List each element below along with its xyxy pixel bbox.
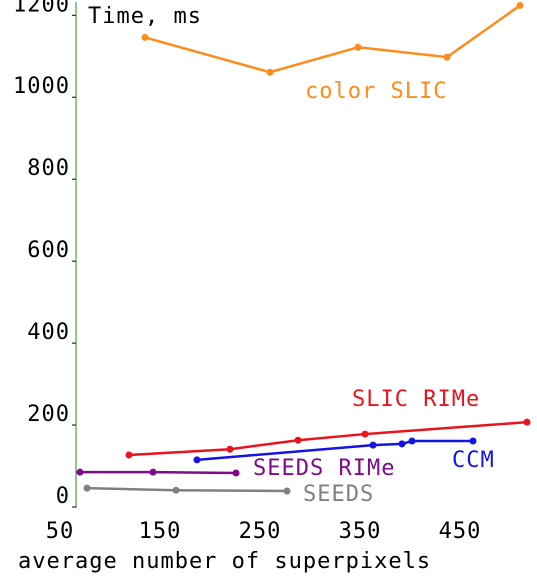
- data-point: [516, 1, 524, 9]
- data-point: [283, 487, 291, 495]
- series-label: SEEDS: [303, 482, 374, 507]
- data-point: [398, 440, 406, 448]
- data-point: [125, 451, 133, 459]
- x-tick-label: 150: [139, 519, 182, 544]
- series-line: [86, 486, 288, 493]
- x-tick-label: 50: [46, 519, 75, 544]
- y-tick-label: 1200: [13, 0, 70, 17]
- y-tick-label: 400: [27, 320, 70, 345]
- x-axis-title: average number of superpixels: [18, 549, 431, 574]
- data-point: [408, 437, 416, 445]
- data-point: [354, 43, 362, 51]
- data-point: [469, 437, 477, 445]
- y-tick-label: 0: [56, 484, 70, 509]
- data-point: [76, 468, 84, 476]
- data-point: [523, 418, 531, 426]
- y-tick-label: 1000: [13, 74, 70, 99]
- x-tick-label: 250: [239, 519, 282, 544]
- x-tick-label: 350: [339, 519, 382, 544]
- data-point: [266, 68, 274, 76]
- y-tick-label: 200: [27, 402, 70, 427]
- series-label: SLIC RIMe: [352, 387, 480, 412]
- y-tick-label: 800: [27, 156, 70, 181]
- series-label: SEEDS RIMe: [253, 456, 395, 481]
- data-point: [226, 445, 234, 453]
- data-point: [172, 486, 180, 494]
- y-tick-label: 600: [27, 238, 70, 263]
- data-point: [83, 484, 91, 492]
- data-point: [232, 469, 240, 477]
- data-point: [369, 441, 377, 449]
- data-point: [149, 468, 157, 476]
- data-point: [443, 53, 451, 61]
- data-point: [141, 33, 149, 41]
- series-label: CCM: [452, 448, 495, 473]
- series-label: color SLIC: [305, 79, 447, 104]
- x-tick-label: 450: [439, 519, 482, 544]
- y-axis-title: Time, ms: [88, 4, 202, 29]
- data-point: [294, 436, 302, 444]
- data-point: [193, 456, 201, 464]
- data-point: [361, 430, 369, 438]
- series-line: [80, 470, 237, 475]
